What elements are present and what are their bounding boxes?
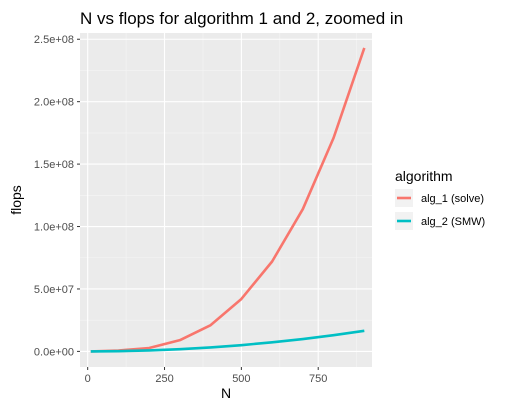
plot-panel bbox=[80, 33, 372, 367]
major-gridlines bbox=[80, 33, 372, 367]
y-tick-label: 2.5e+08 bbox=[34, 34, 74, 46]
legend-items: alg_1 (solve) alg_2 (SMW) bbox=[395, 189, 485, 230]
legend-title: algorithm bbox=[395, 168, 453, 184]
y-axis: 0.0e+00 5.0e+07 1.0e+08 1.5e+08 2.0e+08 2.5e+… bbox=[34, 34, 80, 358]
x-tick-label: 250 bbox=[155, 373, 173, 385]
legend-item-label: alg_2 (SMW) bbox=[421, 216, 485, 228]
x-tick-label: 500 bbox=[232, 373, 250, 385]
y-axis-label: flops bbox=[8, 185, 24, 215]
x-axis: 0 250 500 750 bbox=[85, 367, 327, 385]
x-tick-label: 750 bbox=[309, 373, 327, 385]
y-tick-label: 1.0e+08 bbox=[34, 222, 74, 234]
series-line-2 bbox=[90, 329, 365, 353]
x-axis-label: N bbox=[221, 385, 231, 401]
series-lines bbox=[90, 47, 366, 353]
x-tick-label: 0 bbox=[85, 373, 91, 385]
y-tick-label: 5.0e+07 bbox=[34, 284, 74, 296]
chart-title: N vs flops for algorithm 1 and 2, zoomed… bbox=[80, 9, 403, 28]
series-line-1 bbox=[90, 47, 366, 353]
minor-gridlines bbox=[80, 33, 372, 367]
legend: algorithm alg_1 (solve) alg_2 (SMW) bbox=[395, 168, 485, 230]
y-tick-label: 2.0e+08 bbox=[34, 97, 74, 109]
y-tick-label: 1.5e+08 bbox=[34, 159, 74, 171]
y-tick-label: 0.0e+00 bbox=[34, 346, 74, 358]
legend-item-label: alg_1 (solve) bbox=[421, 193, 484, 205]
